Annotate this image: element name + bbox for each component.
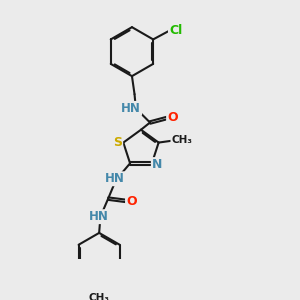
Text: N: N [152, 158, 162, 171]
Text: HN: HN [105, 172, 124, 185]
Text: O: O [126, 195, 137, 208]
Text: CH₃: CH₃ [88, 292, 110, 300]
Text: S: S [113, 136, 122, 149]
Text: HN: HN [121, 102, 141, 115]
Text: Cl: Cl [169, 24, 182, 37]
Text: HN: HN [89, 210, 109, 223]
Text: O: O [167, 111, 178, 124]
Text: CH₃: CH₃ [171, 135, 192, 145]
